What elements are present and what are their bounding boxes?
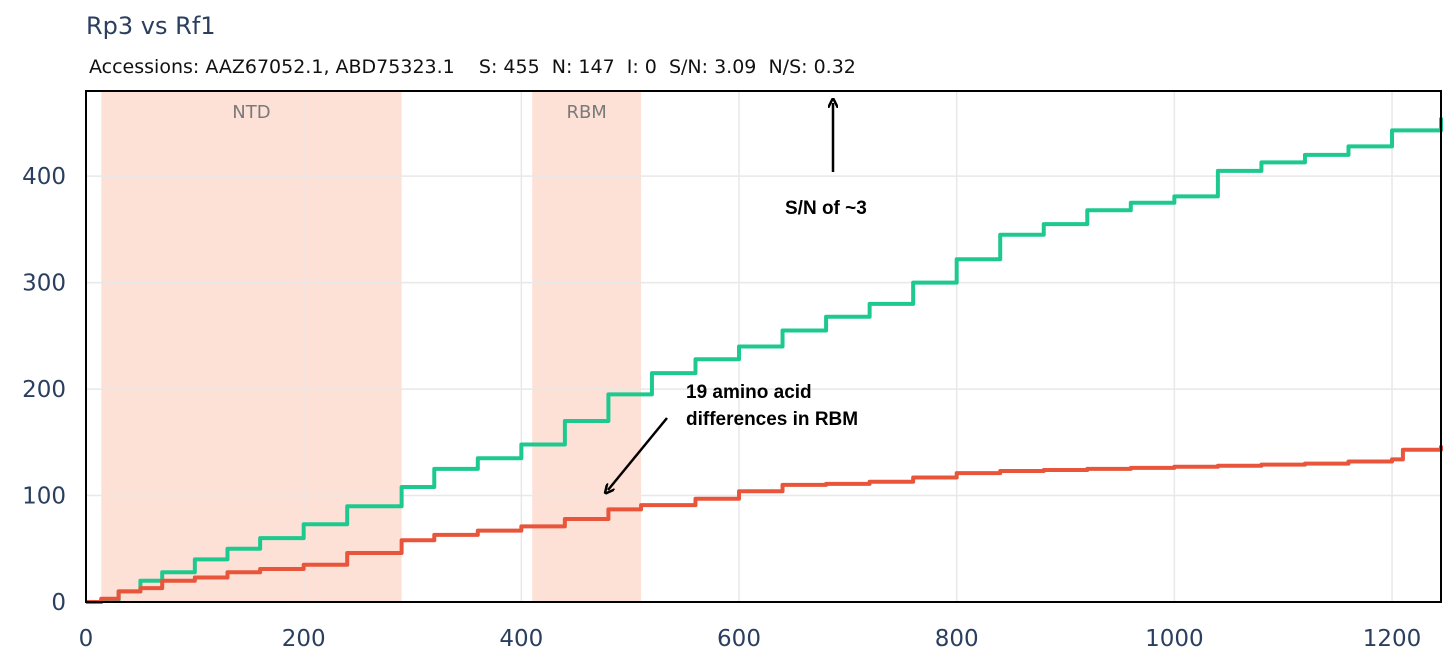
x-tick-label: 800 xyxy=(935,626,979,652)
plot-frame xyxy=(85,90,1442,603)
x-tick-label: 1200 xyxy=(1363,626,1422,652)
annotation-rbm-text-line2: differences in RBM xyxy=(686,409,858,430)
x-tick-label: 400 xyxy=(499,626,543,652)
chart-title: Rp3 vs Rf1 xyxy=(86,12,216,40)
y-tick-label: 100 xyxy=(22,484,66,510)
y-tick-label: 200 xyxy=(22,377,66,403)
series-line-1 xyxy=(86,445,1443,604)
region-label-rbm: RBM xyxy=(566,102,606,123)
y-tick-label: 400 xyxy=(22,164,66,190)
y-tick-label: 0 xyxy=(51,590,66,616)
x-tick-label: 1000 xyxy=(1145,626,1204,652)
axis-ticks: 0 200 400 600 800 1000 1200 0 100 200 300 400 xyxy=(22,164,1421,652)
region-ntd xyxy=(101,91,402,602)
annotation-sn-text: S/N of ~3 xyxy=(785,198,867,219)
annotation-arrow-rbm xyxy=(608,417,668,490)
annotations: S/N of ~3 19 amino acid differences in R… xyxy=(608,103,867,490)
region-label-ntd: NTD xyxy=(232,102,270,123)
chart-subtitle: Accessions: AAZ67052.1, ABD75323.1 S: 45… xyxy=(89,56,856,78)
x-tick-label: 200 xyxy=(282,626,326,652)
x-tick-label: 600 xyxy=(717,626,761,652)
y-tick-label: 300 xyxy=(22,271,66,297)
x-tick-label: 0 xyxy=(79,626,94,652)
series-line-0 xyxy=(86,117,1443,604)
annotation-rbm-text-line1: 19 amino acid xyxy=(686,382,812,403)
